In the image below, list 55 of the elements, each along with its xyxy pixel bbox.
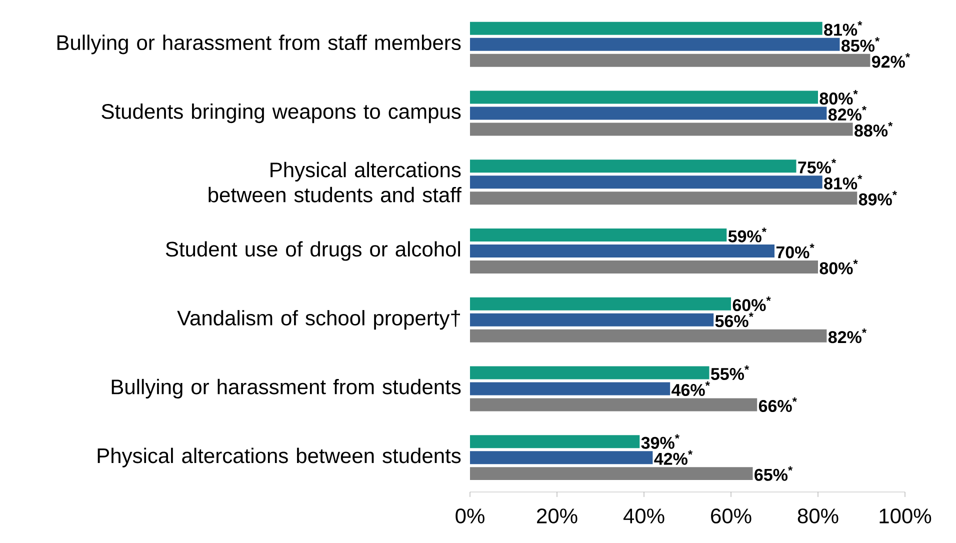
bar — [470, 398, 758, 412]
bar — [470, 90, 818, 104]
data-label: 60%$^{*}$ — [732, 296, 771, 312]
bar — [470, 260, 818, 274]
data-label: 85%$^{*}$ — [841, 37, 880, 52]
data-label: 46%$^{*}$ — [672, 381, 710, 396]
data-label: 82%$^{*}$ — [828, 328, 867, 344]
bar — [470, 244, 774, 258]
bar — [470, 329, 827, 342]
y-tick-label: Student use of drugs or alcohol — [166, 241, 460, 261]
x-tick-label: 20% — [537, 508, 578, 524]
data-label: 80%$^{*}$ — [820, 90, 858, 105]
bar — [470, 176, 822, 189]
y-tick-label: Physical altercations between students — [98, 448, 461, 468]
data-label: 81%$^{*}$ — [824, 174, 862, 190]
bar — [470, 228, 727, 242]
bar — [470, 38, 840, 51]
bar — [470, 22, 822, 35]
data-label: 75%$^{*}$ — [798, 158, 836, 174]
bar — [470, 106, 827, 120]
data-label: 42%$^{*}$ — [654, 450, 693, 465]
data-label: 59%$^{*}$ — [728, 228, 766, 242]
bar — [470, 435, 640, 448]
bar — [470, 192, 858, 205]
bar — [470, 451, 653, 464]
x-tick-label: 40% — [623, 508, 664, 524]
x-tick-label: 100% — [880, 508, 932, 524]
data-label: 39%$^{*}$ — [641, 434, 680, 449]
bar — [470, 467, 753, 480]
data-label: 65%$^{*}$ — [754, 466, 793, 481]
x-tick-label: 60% — [711, 508, 752, 524]
y-tick-label: Students bringing weapons to campus — [102, 104, 461, 124]
bar — [470, 382, 670, 396]
bar — [470, 122, 853, 136]
bar — [470, 54, 870, 67]
data-label: 66%$^{*}$ — [758, 397, 797, 412]
data-label: 81%$^{*}$ — [824, 21, 862, 36]
y-tick-label: Bullying or harassment from students — [112, 378, 461, 398]
data-label: 88%$^{*}$ — [854, 122, 893, 137]
y-tick-label: Vandalism of school property† — [177, 310, 460, 330]
x-tick-label: 80% — [798, 508, 838, 524]
x-tick-label: 0% — [456, 508, 484, 524]
data-label: 89%$^{*}$ — [858, 190, 897, 206]
data-label: 92%$^{*}$ — [872, 53, 910, 68]
data-label: 55%$^{*}$ — [710, 365, 750, 380]
y-tick-label: Bullying or harassment from staff members — [57, 34, 461, 54]
data-label: 82%$^{*}$ — [828, 106, 867, 121]
bar — [470, 160, 796, 173]
data-label: 70%$^{*}$ — [776, 244, 814, 258]
bar — [470, 366, 710, 380]
data-label: 80%$^{*}$ — [820, 260, 858, 274]
data-label: 56%$^{*}$ — [715, 312, 754, 328]
y-tick-label: Physical altercations between students and staff — [208, 162, 462, 202]
bar — [470, 313, 714, 326]
bar — [470, 297, 731, 310]
